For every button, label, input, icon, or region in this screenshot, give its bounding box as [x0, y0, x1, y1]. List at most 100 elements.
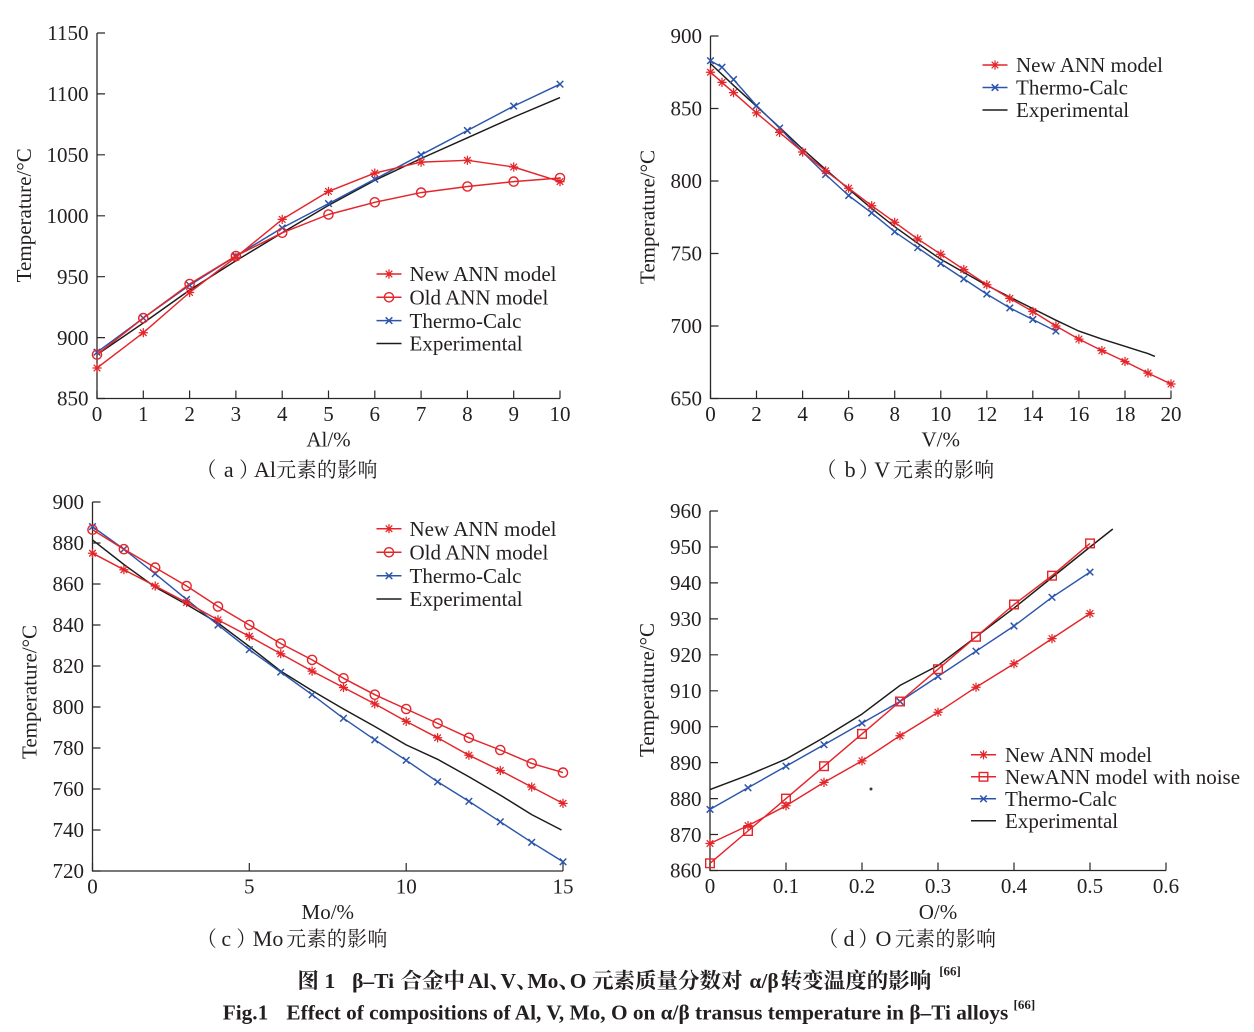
svg-text:d: d [844, 926, 855, 951]
svg-text:Mo/%: Mo/% [302, 900, 355, 924]
svg-text:V/%: V/% [921, 428, 960, 452]
svg-text:0: 0 [705, 402, 716, 426]
svg-text:750: 750 [671, 242, 703, 266]
svg-text:940: 940 [670, 571, 702, 595]
svg-text:860: 860 [670, 859, 702, 883]
svg-text:900: 900 [57, 326, 89, 350]
svg-text:0.5: 0.5 [1077, 874, 1103, 898]
svg-text:720: 720 [53, 859, 85, 883]
svg-text:850: 850 [57, 387, 89, 411]
svg-text:O: O [570, 969, 587, 993]
svg-text:Al: Al [468, 969, 490, 993]
svg-text:8: 8 [462, 402, 473, 426]
svg-text:0.1: 0.1 [773, 874, 799, 898]
svg-text:O: O [876, 926, 892, 951]
svg-text:Old ANN model: Old ANN model [410, 541, 549, 565]
svg-text:c: c [221, 926, 231, 951]
svg-text:α/β: α/β [749, 969, 778, 993]
svg-text:Experimental: Experimental [410, 332, 523, 356]
svg-text:O/%: O/% [919, 900, 958, 924]
svg-text:Temperature/°C: Temperature/°C [635, 623, 659, 757]
svg-text:910: 910 [670, 679, 702, 703]
svg-text:Thermo-Calc: Thermo-Calc [1016, 76, 1128, 100]
svg-text:920: 920 [670, 643, 702, 667]
svg-text:[66]: [66] [939, 964, 961, 979]
svg-text:0.2: 0.2 [849, 874, 875, 898]
svg-text:1000: 1000 [47, 204, 89, 228]
svg-text:2: 2 [184, 402, 195, 426]
svg-text:760: 760 [53, 777, 85, 801]
svg-text:3: 3 [231, 402, 242, 426]
svg-text:850: 850 [671, 97, 703, 121]
svg-text:900: 900 [53, 490, 85, 514]
svg-text:1050: 1050 [47, 143, 89, 167]
svg-text:Fig.1: Fig.1 [223, 1001, 269, 1025]
svg-text:12: 12 [976, 402, 997, 426]
svg-text:Thermo-Calc: Thermo-Calc [410, 564, 522, 588]
svg-text:900: 900 [671, 24, 703, 48]
svg-text:18: 18 [1115, 402, 1136, 426]
svg-text:Temperature/°C: Temperature/°C [18, 625, 42, 759]
svg-text:0: 0 [87, 875, 98, 899]
svg-text:V: V [501, 969, 517, 993]
svg-text:880: 880 [670, 787, 702, 811]
svg-text:15: 15 [553, 875, 574, 899]
svg-text:Thermo-Calc: Thermo-Calc [410, 309, 522, 333]
svg-text:β–Ti: β–Ti [352, 969, 394, 993]
svg-text:Mo: Mo [253, 926, 284, 951]
svg-text:Old ANN model: Old ANN model [410, 286, 549, 310]
svg-text:890: 890 [670, 751, 702, 775]
svg-text:6: 6 [370, 402, 381, 426]
svg-text:Mo: Mo [527, 969, 558, 993]
svg-text:7: 7 [416, 402, 427, 426]
svg-text:700: 700 [671, 314, 703, 338]
svg-text:0.3: 0.3 [925, 874, 951, 898]
svg-text:Thermo-Calc: Thermo-Calc [1005, 787, 1117, 811]
svg-text:8: 8 [889, 402, 900, 426]
svg-text:16: 16 [1068, 402, 1089, 426]
svg-text:880: 880 [53, 531, 85, 555]
svg-text:Temperature/°C: Temperature/°C [12, 148, 36, 282]
svg-text:0: 0 [92, 402, 103, 426]
svg-text:6: 6 [843, 402, 854, 426]
svg-text:1150: 1150 [47, 21, 88, 45]
svg-text:930: 930 [670, 607, 702, 631]
svg-text:740: 740 [53, 818, 85, 842]
svg-text:New ANN model: New ANN model [410, 517, 557, 541]
svg-text:0.4: 0.4 [1001, 874, 1028, 898]
svg-text:1: 1 [325, 969, 336, 993]
svg-text:Effect of compositions of Al,: Effect of compositions of Al, V, Mo, O o… [286, 1001, 1008, 1025]
svg-text:Temperature/°C: Temperature/°C [636, 150, 660, 284]
svg-text:0.6: 0.6 [1153, 874, 1179, 898]
svg-text:New ANN model: New ANN model [1005, 743, 1152, 767]
svg-text:10: 10 [396, 875, 417, 899]
svg-text:10: 10 [550, 402, 571, 426]
svg-text:650: 650 [671, 387, 703, 411]
svg-text:10: 10 [930, 402, 951, 426]
svg-text:New ANN model: New ANN model [1016, 53, 1163, 77]
svg-text:800: 800 [671, 169, 703, 193]
svg-text:4: 4 [797, 402, 808, 426]
svg-text:780: 780 [53, 736, 85, 760]
svg-text:4: 4 [277, 402, 288, 426]
svg-text:Al/%: Al/% [306, 428, 350, 452]
svg-text:1100: 1100 [47, 82, 88, 106]
svg-text:Experimental: Experimental [1005, 809, 1118, 833]
svg-text:5: 5 [244, 875, 255, 899]
svg-text:V: V [874, 457, 890, 482]
svg-text:2: 2 [751, 402, 762, 426]
svg-text:a: a [224, 457, 234, 482]
svg-text:14: 14 [1022, 402, 1044, 426]
svg-text:950: 950 [57, 265, 89, 289]
svg-text:Experimental: Experimental [1016, 98, 1129, 122]
svg-text:5: 5 [323, 402, 334, 426]
svg-text:20: 20 [1161, 402, 1182, 426]
svg-text:Experimental: Experimental [410, 587, 523, 611]
svg-text:New ANN model: New ANN model [410, 262, 557, 286]
svg-text:9: 9 [508, 402, 519, 426]
svg-text:840: 840 [53, 613, 85, 637]
svg-text:870: 870 [670, 823, 702, 847]
svg-text:NewANN model with noise: NewANN model with noise [1005, 765, 1240, 789]
svg-text:820: 820 [53, 654, 85, 678]
svg-text:0: 0 [705, 874, 716, 898]
